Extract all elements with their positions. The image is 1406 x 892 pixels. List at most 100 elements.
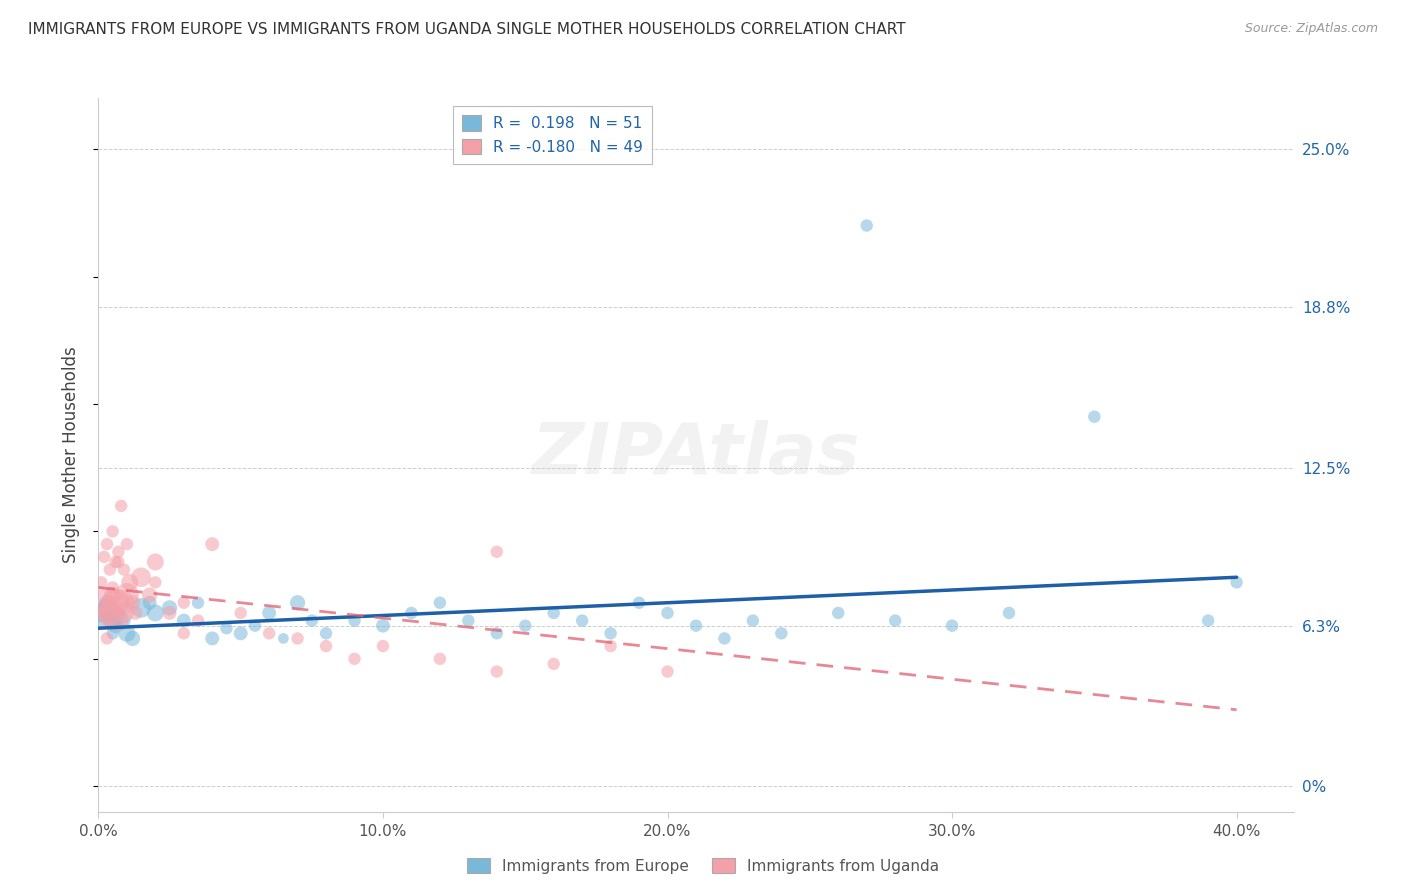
- Point: [96, 632, 118, 646]
- Point: [628, 596, 651, 610]
- Point: [143, 555, 166, 569]
- Point: [93, 614, 115, 628]
- Point: [657, 665, 679, 679]
- Point: [96, 537, 118, 551]
- Point: [229, 606, 252, 620]
- Point: [121, 596, 143, 610]
- Point: [301, 614, 323, 628]
- Point: [110, 499, 132, 513]
- Point: [741, 614, 763, 628]
- Point: [201, 632, 224, 646]
- Point: [257, 626, 280, 640]
- Point: [98, 606, 121, 620]
- Point: [104, 618, 127, 632]
- Point: [215, 621, 238, 635]
- Point: [101, 596, 124, 610]
- Point: [571, 614, 593, 628]
- Point: [343, 614, 366, 628]
- Point: [96, 600, 118, 615]
- Y-axis label: Single Mother Households: Single Mother Households: [62, 347, 80, 563]
- Point: [101, 524, 124, 539]
- Text: ZIPAtlas: ZIPAtlas: [531, 420, 860, 490]
- Point: [401, 606, 423, 620]
- Point: [96, 596, 118, 610]
- Point: [110, 614, 132, 628]
- Point: [115, 537, 138, 551]
- Point: [855, 219, 877, 233]
- Point: [457, 614, 479, 628]
- Point: [129, 600, 152, 615]
- Point: [343, 652, 366, 666]
- Point: [173, 614, 195, 628]
- Point: [107, 606, 129, 620]
- Point: [1083, 409, 1105, 424]
- Point: [173, 596, 195, 610]
- Point: [543, 606, 565, 620]
- Point: [112, 563, 135, 577]
- Point: [98, 563, 121, 577]
- Legend: Immigrants from Europe, Immigrants from Uganda: Immigrants from Europe, Immigrants from …: [461, 852, 945, 880]
- Point: [884, 614, 907, 628]
- Point: [124, 606, 146, 620]
- Point: [543, 657, 565, 671]
- Point: [101, 588, 124, 602]
- Point: [485, 626, 508, 640]
- Point: [485, 545, 508, 559]
- Point: [90, 575, 112, 590]
- Point: [770, 626, 793, 640]
- Point: [429, 652, 451, 666]
- Point: [287, 632, 309, 646]
- Text: IMMIGRANTS FROM EUROPE VS IMMIGRANTS FROM UGANDA SINGLE MOTHER HOUSEHOLDS CORREL: IMMIGRANTS FROM EUROPE VS IMMIGRANTS FRO…: [28, 22, 905, 37]
- Point: [713, 632, 735, 646]
- Point: [104, 596, 127, 610]
- Point: [98, 606, 121, 620]
- Point: [101, 626, 124, 640]
- Point: [371, 639, 394, 653]
- Point: [104, 555, 127, 569]
- Point: [243, 618, 266, 632]
- Point: [101, 581, 124, 595]
- Point: [159, 600, 181, 615]
- Legend: R =  0.198   N = 51, R = -0.180   N = 49: R = 0.198 N = 51, R = -0.180 N = 49: [453, 106, 652, 164]
- Point: [1197, 614, 1219, 628]
- Point: [173, 626, 195, 640]
- Point: [118, 575, 141, 590]
- Point: [657, 606, 679, 620]
- Point: [941, 618, 963, 632]
- Point: [599, 639, 621, 653]
- Point: [112, 606, 135, 620]
- Point: [129, 570, 152, 584]
- Point: [159, 606, 181, 620]
- Point: [229, 626, 252, 640]
- Point: [143, 606, 166, 620]
- Point: [143, 575, 166, 590]
- Point: [90, 606, 112, 620]
- Point: [101, 614, 124, 628]
- Point: [273, 632, 295, 646]
- Point: [187, 596, 209, 610]
- Point: [315, 639, 337, 653]
- Point: [96, 600, 118, 615]
- Point: [827, 606, 849, 620]
- Point: [110, 596, 132, 610]
- Point: [90, 606, 112, 620]
- Point: [257, 606, 280, 620]
- Point: [96, 614, 118, 628]
- Point: [371, 618, 394, 632]
- Point: [998, 606, 1021, 620]
- Point: [287, 596, 309, 610]
- Point: [429, 596, 451, 610]
- Point: [107, 545, 129, 559]
- Point: [1226, 575, 1249, 590]
- Point: [599, 626, 621, 640]
- Point: [93, 588, 115, 602]
- Point: [107, 614, 129, 628]
- Point: [115, 626, 138, 640]
- Point: [315, 626, 337, 640]
- Text: Source: ZipAtlas.com: Source: ZipAtlas.com: [1244, 22, 1378, 36]
- Point: [485, 665, 508, 679]
- Point: [107, 555, 129, 569]
- Point: [121, 632, 143, 646]
- Point: [201, 537, 224, 551]
- Point: [115, 588, 138, 602]
